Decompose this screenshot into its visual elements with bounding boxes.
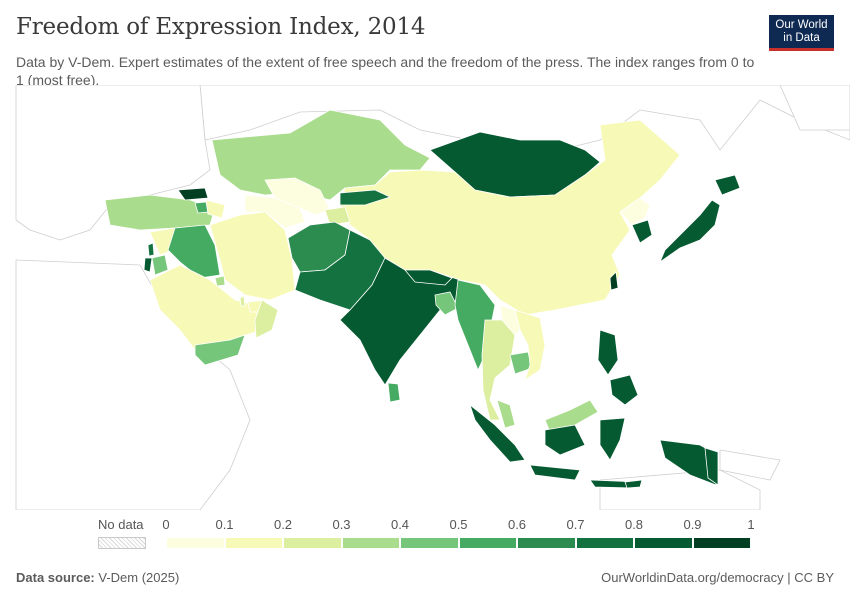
map-country-georgia[interactable] xyxy=(177,187,209,201)
legend-bin-0.8-0.9[interactable] xyxy=(634,537,693,549)
legend-tick-1: 1 xyxy=(747,517,755,532)
map-country-malaysia[interactable] xyxy=(496,399,599,433)
map-country-vietnam[interactable] xyxy=(514,309,546,381)
map-country-yemen[interactable] xyxy=(194,334,246,366)
legend-no-data-swatch[interactable] xyxy=(98,537,146,549)
map-country-timor-leste[interactable] xyxy=(624,479,643,489)
legend-tick-0.2: 0.2 xyxy=(273,517,293,532)
data-source-value[interactable]: V-Dem (2025) xyxy=(98,570,180,585)
map-country-nepal[interactable] xyxy=(404,269,453,286)
map-country-kuwait[interactable] xyxy=(214,275,226,287)
legend-tick-0.4: 0.4 xyxy=(390,517,410,532)
logo-line-2: in Data xyxy=(783,32,820,44)
world-map xyxy=(15,85,850,510)
legend-bin-0.1-0.2[interactable] xyxy=(224,537,283,549)
map-country-taiwan[interactable] xyxy=(609,271,619,291)
owid-logo[interactable]: Our World in Data xyxy=(769,15,834,51)
legend-tick-0.7: 0.7 xyxy=(566,517,585,532)
map-country-azerbaijan[interactable] xyxy=(205,199,226,219)
map-country-papua-new-guinea[interactable] xyxy=(704,447,719,486)
legend-bin-0.2-0.3[interactable] xyxy=(283,537,342,549)
map-country-uzbekistan[interactable] xyxy=(264,177,331,216)
map-region-pacific-islands xyxy=(719,449,781,481)
map-country-qatar[interactable] xyxy=(239,295,246,307)
legend-tick-0.8: 0.8 xyxy=(624,517,644,532)
country-shapes xyxy=(104,109,741,489)
map-region-africa xyxy=(15,259,251,510)
legend-tick-0: 0 xyxy=(162,517,170,532)
map-region-australia xyxy=(599,469,761,510)
legend-bin-0.5-0.6[interactable] xyxy=(458,537,517,549)
map-country-indonesia[interactable] xyxy=(469,403,719,489)
map-country-pakistan[interactable] xyxy=(294,229,386,311)
legend-bin-0.3-0.4[interactable] xyxy=(341,537,400,549)
map-country-philippines[interactable] xyxy=(597,329,639,406)
legend-bin-0.6-0.7[interactable] xyxy=(517,537,576,549)
legend-tick-0.1: 0.1 xyxy=(215,517,234,532)
map-country-north-korea[interactable] xyxy=(619,197,651,226)
logo-line-1: Our World xyxy=(775,19,828,31)
legend-bin-0.4-0.5[interactable] xyxy=(400,537,459,549)
legend-bin-0-0.1[interactable] xyxy=(166,537,225,549)
data-source-label: Data source: xyxy=(16,570,95,585)
legend-bin-0.7-0.8[interactable] xyxy=(575,537,634,549)
legend-tick-0.3: 0.3 xyxy=(332,517,351,532)
color-legend: No data 0 0.1 0.2 0.3 0.4 0.5 0.6 0.7 0.… xyxy=(0,515,850,555)
map-country-south-korea[interactable] xyxy=(631,219,653,244)
map-country-thailand[interactable] xyxy=(481,319,516,421)
legend-no-data-label: No data xyxy=(98,517,144,532)
legend-tick-0.6: 0.6 xyxy=(507,517,527,532)
map-country-kyrgyzstan[interactable] xyxy=(339,189,392,206)
map-country-japan[interactable] xyxy=(659,174,741,264)
footer-url[interactable]: OurWorldinData.org/democracy | CC BY xyxy=(601,570,834,585)
no-data-regions xyxy=(15,85,850,510)
data-source: Data source: V-Dem (2025) xyxy=(16,570,179,585)
map-country-kazakhstan[interactable] xyxy=(211,109,431,201)
map-country-bangladesh[interactable] xyxy=(434,291,459,316)
chart-subtitle: Data by V-Dem. Expert estimates of the e… xyxy=(16,54,755,88)
map-country-jordan[interactable] xyxy=(151,254,169,276)
map-country-iraq[interactable] xyxy=(167,224,221,279)
legend-tick-0.9: 0.9 xyxy=(683,517,702,532)
map-country-sri-lanka[interactable] xyxy=(387,382,401,403)
legend-bin-0.9-1[interactable] xyxy=(692,537,751,549)
legend-tick-0.5: 0.5 xyxy=(449,517,468,532)
map-country-lebanon[interactable] xyxy=(147,242,155,257)
map-country-israel[interactable] xyxy=(143,257,153,273)
map-country-tajikistan[interactable] xyxy=(324,206,351,226)
chart-title: Freedom of Expression Index, 2014 xyxy=(16,14,426,40)
map-region-greenland-arctic xyxy=(779,85,850,131)
map-country-oman[interactable] xyxy=(254,299,279,339)
